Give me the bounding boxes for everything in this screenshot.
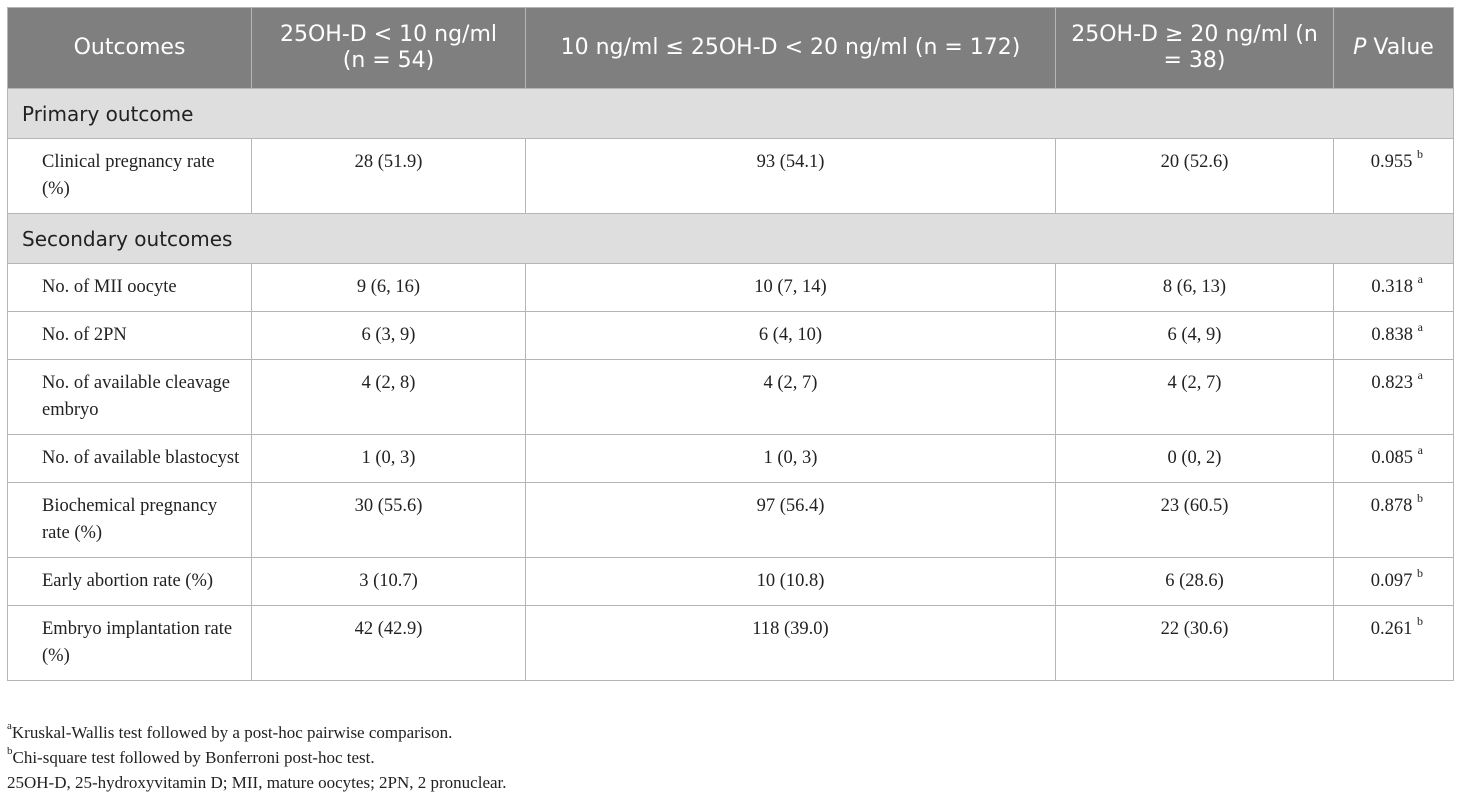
footnote-b-mark: b	[7, 745, 13, 758]
table-row: No. of MII oocyte 9 (6, 16) 10 (7, 14) 8…	[7, 263, 1454, 312]
row-label: Early abortion rate (%)	[7, 557, 252, 606]
cell-p-value: 0.318 a	[1333, 263, 1454, 312]
cell-group-mid: 4 (2, 7)	[525, 359, 1056, 435]
cell-group-high: 8 (6, 13)	[1055, 263, 1334, 312]
cell-p-value: 0.955 b	[1333, 138, 1454, 214]
table-row: No. of available cleavage embryo 4 (2, 8…	[7, 359, 1454, 435]
row-label: No. of MII oocyte	[7, 263, 252, 312]
footnote-b: bChi-square test followed by Bonferroni …	[7, 745, 507, 770]
cell-group-mid: 1 (0, 3)	[525, 434, 1056, 483]
cell-group-high: 20 (52.6)	[1055, 138, 1334, 214]
footnote-mark: b	[1417, 490, 1423, 505]
cell-group-high: 4 (2, 7)	[1055, 359, 1334, 435]
p-value: 0.878	[1370, 496, 1413, 516]
outcomes-table: Outcomes 25OH-D < 10 ng/ml (n = 54) 10 n…	[7, 7, 1454, 681]
cell-group-high: 22 (30.6)	[1055, 605, 1334, 681]
header-group-mid: 10 ng/ml ≤ 25OH-D < 20 ng/ml (n = 172)	[525, 7, 1056, 89]
p-value: 0.261	[1370, 619, 1413, 639]
cell-group-low: 4 (2, 8)	[251, 359, 526, 435]
header-p-value: P Value	[1333, 7, 1454, 89]
p-value: 0.318	[1371, 277, 1414, 297]
cell-group-low: 28 (51.9)	[251, 138, 526, 214]
row-label: Clinical pregnancy rate (%)	[7, 138, 252, 214]
header-group-high: 25OH-D ≥ 20 ng/ml (n = 38)	[1055, 7, 1334, 89]
section-row: Secondary outcomes	[7, 213, 1454, 264]
row-label: No. of available cleavage embryo	[7, 359, 252, 435]
cell-group-mid: 93 (54.1)	[525, 138, 1056, 214]
row-label: No. of available blastocyst	[7, 434, 252, 483]
cell-group-low: 9 (6, 16)	[251, 263, 526, 312]
table-row: Embryo implantation rate (%) 42 (42.9) 1…	[7, 605, 1454, 681]
p-value: 0.097	[1370, 571, 1413, 591]
footnote-mark: b	[1417, 565, 1423, 580]
cell-group-high: 6 (4, 9)	[1055, 311, 1334, 360]
p-value: 0.085	[1371, 448, 1414, 468]
header-outcomes: Outcomes	[7, 7, 252, 89]
cell-group-high: 0 (0, 2)	[1055, 434, 1334, 483]
p-value: 0.823	[1371, 373, 1414, 393]
cell-group-mid: 118 (39.0)	[525, 605, 1056, 681]
row-label: No. of 2PN	[7, 311, 252, 360]
cell-group-high: 6 (28.6)	[1055, 557, 1334, 606]
table-row: Biochemical pregnancy rate (%) 30 (55.6)…	[7, 482, 1454, 558]
footnote-a-text: Kruskal-Wallis test followed by a post-h…	[11, 723, 453, 742]
p-value-word: Value	[1366, 35, 1434, 60]
header-row: Outcomes 25OH-D < 10 ng/ml (n = 54) 10 n…	[7, 7, 1454, 89]
cell-group-mid: 10 (10.8)	[525, 557, 1056, 606]
footnote-abbreviations: 25OH-D, 25-hydroxyvitamin D; MII, mature…	[7, 773, 507, 792]
header-group-low: 25OH-D < 10 ng/ml (n = 54)	[251, 7, 526, 89]
cell-group-low: 6 (3, 9)	[251, 311, 526, 360]
cell-p-value: 0.838 a	[1333, 311, 1454, 360]
row-label: Embryo implantation rate (%)	[7, 605, 252, 681]
row-label: Biochemical pregnancy rate (%)	[7, 482, 252, 558]
footnote-mark: a	[1417, 319, 1423, 334]
footnote-mark: a	[1417, 271, 1423, 286]
p-value: 0.838	[1371, 325, 1414, 345]
table-row: Early abortion rate (%) 3 (10.7) 10 (10.…	[7, 557, 1454, 606]
footnote-a: aKruskal-Wallis test followed by a post-…	[7, 720, 507, 745]
cell-group-mid: 10 (7, 14)	[525, 263, 1056, 312]
table-footnotes: aKruskal-Wallis test followed by a post-…	[7, 720, 507, 795]
footnote-b-text: Chi-square test followed by Bonferroni p…	[12, 748, 375, 767]
cell-group-low: 30 (55.6)	[251, 482, 526, 558]
p-value: 0.955	[1370, 152, 1413, 172]
cell-group-mid: 6 (4, 10)	[525, 311, 1056, 360]
cell-p-value: 0.261 b	[1333, 605, 1454, 681]
cell-p-value: 0.085 a	[1333, 434, 1454, 483]
table-row: No. of available blastocyst 1 (0, 3) 1 (…	[7, 434, 1454, 483]
cell-p-value: 0.878 b	[1333, 482, 1454, 558]
p-italic: P	[1353, 35, 1367, 60]
cell-group-mid: 97 (56.4)	[525, 482, 1056, 558]
cell-p-value: 0.097 b	[1333, 557, 1454, 606]
footnote-mark: b	[1417, 146, 1423, 161]
cell-group-high: 23 (60.5)	[1055, 482, 1334, 558]
table-row: No. of 2PN 6 (3, 9) 6 (4, 10) 6 (4, 9) 0…	[7, 311, 1454, 360]
section-row: Primary outcome	[7, 88, 1454, 139]
cell-group-low: 3 (10.7)	[251, 557, 526, 606]
section-title-secondary: Secondary outcomes	[7, 213, 1454, 264]
footnote-mark: a	[1417, 442, 1423, 457]
footnote-mark: a	[1417, 367, 1423, 382]
table-row: Clinical pregnancy rate (%) 28 (51.9) 93…	[7, 138, 1454, 214]
cell-group-low: 42 (42.9)	[251, 605, 526, 681]
footnote-mark: b	[1417, 613, 1423, 628]
cell-p-value: 0.823 a	[1333, 359, 1454, 435]
footnote-a-mark: a	[7, 720, 12, 733]
cell-group-low: 1 (0, 3)	[251, 434, 526, 483]
section-title-primary: Primary outcome	[7, 88, 1454, 139]
